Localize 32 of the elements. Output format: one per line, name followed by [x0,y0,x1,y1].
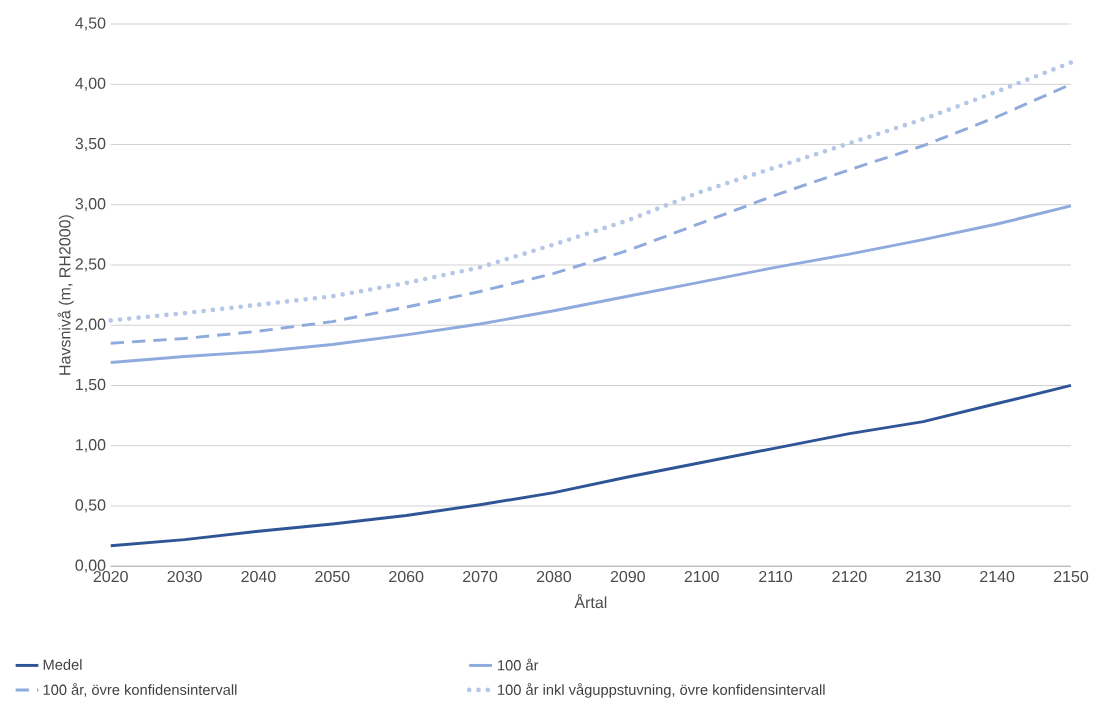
y-axis-title: Havsnivå (m, RH2000) [57,215,74,375]
y-tick-label: 1,00 [76,438,106,453]
x-tick-label: 2140 [980,570,1015,583]
x-tick-label: 2040 [241,570,276,583]
legend-label: 100 år [498,658,539,671]
line-series [109,204,1073,364]
y-tick-label: 2,00 [75,318,106,332]
line-series [109,383,1073,548]
legend-label: Medel [43,659,82,670]
y-tick-label: 2,50 [75,258,106,272]
x-tick-label: 2060 [389,570,424,583]
y-tick-label: 3,00 [75,198,106,212]
x-tick-label: 2120 [832,570,867,583]
x-tick-label: 2090 [610,570,645,583]
x-tick-label: 2020 [93,570,128,583]
y-tick-label: 4,00 [75,77,106,91]
y-tick-label: 3,50 [75,137,106,151]
x-tick-label: 2080 [536,570,572,583]
x-tick-label: 2050 [315,570,350,583]
x-tick-label: 2030 [167,570,202,583]
x-tick-label: 2110 [759,570,793,583]
y-tick-label: 1,50 [76,378,106,392]
y-tick-label: 4,50 [75,17,106,31]
legend-label: 100 år, övre konfidensintervall [43,682,237,697]
x-tick-label: 2100 [684,570,719,583]
y-tick-label: 0,50 [75,499,106,513]
x-axis-title: Årtal [574,593,607,609]
y-tick-label: 0,00 [75,559,106,573]
legend-label: 100 år inkl våguppstuvning, övre konfidensintervall [498,682,825,698]
x-tick-label: 2070 [463,570,498,583]
x-tick-label: 2130 [906,570,941,583]
x-tick-label: 2150 [1053,570,1089,583]
